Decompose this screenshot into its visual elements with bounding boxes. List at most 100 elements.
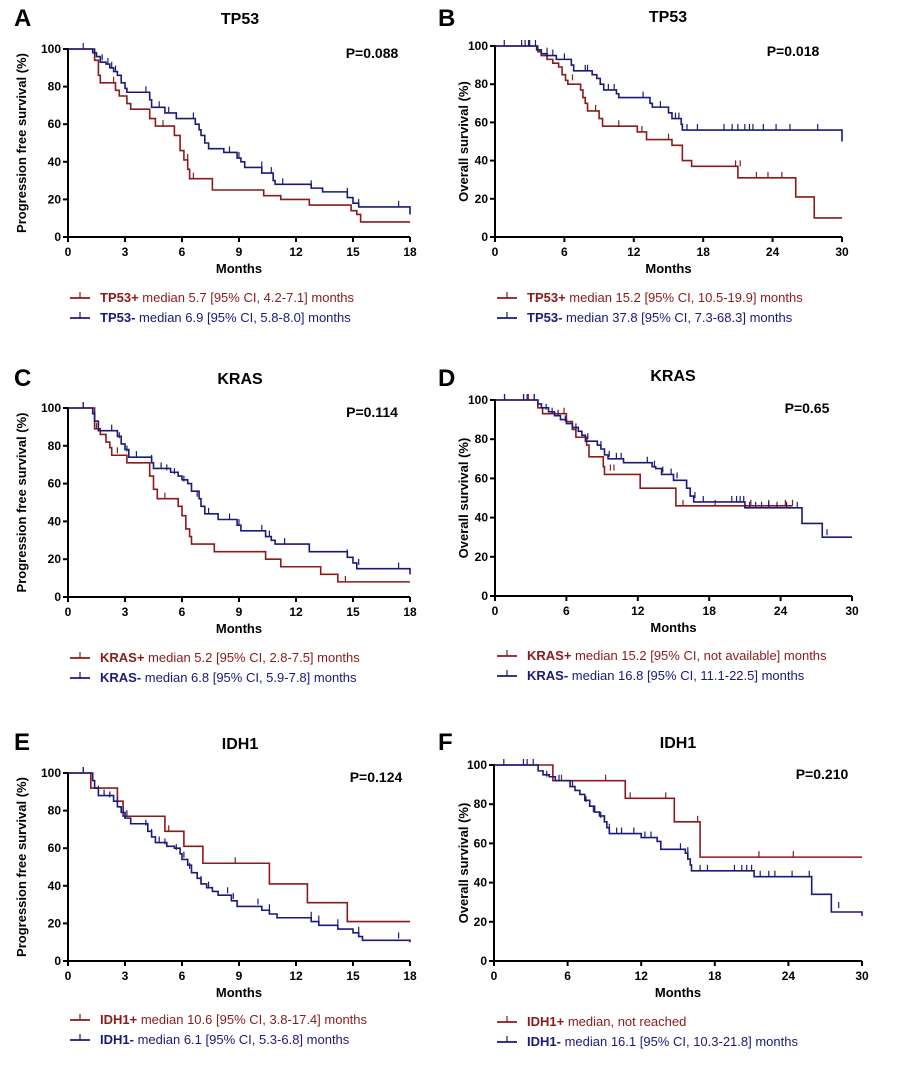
legend-label: KRAS+ median 5.2 [95% CI, 2.8-7.5] month… [100,650,360,665]
panel-b: B TP53 P=0.018 0 20 40 60 80 100 0 6 12 18 24 30 Months… [438,5,849,325]
legend-label: KRAS- median 6.8 [95% CI, 5.9-7.8] month… [100,670,357,685]
y-tick-label: 80 [48,80,62,94]
y-tick-label: 20 [474,915,488,929]
x-tick-label: 0 [65,605,72,619]
x-tick-label: 24 [782,969,796,983]
x-tick-label: 12 [631,604,645,618]
legend-label: TP53- median 6.9 [95% CI, 5.8-8.0] month… [100,310,351,325]
legend-entry: KRAS+ median 5.2 [95% CI, 2.8-7.5] month… [70,650,360,665]
panel-letter: E [14,729,30,756]
legend-label: IDH1- median 16.1 [95% CI, 10.3-21.8] mo… [527,1034,798,1049]
x-tick-label: 6 [563,604,570,618]
x-tick-label: 18 [697,245,711,259]
y-tick-label: 60 [475,115,489,129]
y-axis-label: Progression free survival (%) [14,413,29,593]
legend-median-text: median 5.7 [95% CI, 4.2-7.1] months [139,290,355,305]
x-tick-label: 12 [289,605,303,619]
chart-title: TP53 [649,9,687,26]
y-tick-label: 100 [468,393,488,407]
legend-group-name: TP53- [100,310,135,325]
p-value-annotation: P=0.210 [796,766,849,782]
survival-curve-idh1-negative [494,764,863,916]
x-tick-label: 15 [346,605,360,619]
y-tick-label: 100 [467,758,487,772]
legend-group-name: TP53+ [100,290,139,305]
y-tick-label: 20 [475,192,489,206]
y-tick-label: 80 [475,432,489,446]
legend-median-text: median 6.9 [95% CI, 5.8-8.0] months [135,310,351,325]
survival-curve-kras-negative [68,407,411,575]
x-tick-label: 0 [65,969,72,983]
x-tick-label: 15 [346,969,360,983]
y-tick-label: 40 [475,511,489,525]
panel-d: D KRAS P=0.65 0 20 40 60 80 100 0 6 12 18 24 30 Months O… [438,365,859,683]
legend-label: IDH1+ median 10.6 [95% CI, 3.8-17.4] mon… [100,1012,368,1027]
x-tick-label: 18 [403,245,417,259]
y-tick-label: 100 [468,39,488,53]
legend-entry: IDH1+ median, not reached [497,1014,686,1029]
panel-letter: D [438,365,455,392]
y-tick-label: 40 [48,514,62,528]
legend-group-name: IDH1- [527,1034,561,1049]
x-axis-label: Months [216,261,262,276]
y-tick-label: 100 [41,766,61,780]
y-axis-label: Overall survival (%) [456,803,471,924]
y-tick-label: 100 [41,42,61,56]
legend-entry: TP53+ median 15.2 [95% CI, 10.5-19.9] mo… [497,290,803,305]
y-tick-label: 60 [474,836,488,850]
chart-title: KRAS [650,368,696,385]
legend-group-name: KRAS- [527,668,568,683]
legend-median-text: median, not reached [564,1014,686,1029]
legend-median-text: median 10.6 [95% CI, 3.8-17.4] months [137,1012,367,1027]
x-tick-label: 6 [179,605,186,619]
legend-median-text: median 16.1 [95% CI, 10.3-21.8] months [561,1034,799,1049]
y-tick-label: 60 [48,841,62,855]
legend-entry: IDH1- median 16.1 [95% CI, 10.3-21.8] mo… [497,1034,798,1049]
legend-group-name: KRAS- [100,670,141,685]
x-tick-label: 12 [635,969,649,983]
legend-entry: KRAS+ median 15.2 [95% CI, not available… [497,648,827,663]
chart-title: IDH1 [222,736,259,753]
x-tick-label: 6 [179,969,186,983]
x-tick-label: 3 [122,969,129,983]
y-tick-label: 40 [48,155,62,169]
survival-curve-kras-negative [495,399,852,538]
legend-median-text: median 15.2 [95% CI, not available] mont… [571,648,827,663]
y-tick-label: 20 [48,916,62,930]
y-tick-label: 60 [48,117,62,131]
legend-group-name: KRAS+ [100,650,145,665]
x-axis-label: Months [216,621,262,636]
x-tick-label: 18 [403,969,417,983]
legend-entry: KRAS- median 16.8 [95% CI, 11.1-22.5] mo… [497,668,805,683]
y-tick-label: 80 [474,797,488,811]
survival-curve-idh1-negative [68,772,411,943]
x-tick-label: 6 [561,245,568,259]
y-tick-label: 80 [475,77,489,91]
x-tick-label: 30 [845,604,859,618]
legend-label: TP53- median 37.8 [95% CI, 7.3-68.3] mon… [527,310,793,325]
legend-entry: IDH1+ median 10.6 [95% CI, 3.8-17.4] mon… [70,1012,368,1027]
x-tick-label: 12 [289,969,303,983]
legend-label: KRAS+ median 15.2 [95% CI, not available… [527,648,827,663]
y-tick-label: 0 [54,590,61,604]
legend-median-text: median 5.2 [95% CI, 2.8-7.5] months [144,650,360,665]
y-tick-label: 40 [48,879,62,893]
legend-entry: KRAS- median 6.8 [95% CI, 5.9-7.8] month… [70,670,357,685]
panel-f: F IDH1 P=0.210 0 20 40 60 80 100 0 6 12 18 24 30 Months… [438,729,869,1049]
x-axis-label: Months [655,985,701,1000]
panel-letter: A [14,5,31,32]
x-tick-label: 12 [289,245,303,259]
panel-c: C KRAS P=0.114 0 20 40 60 80 100 0 3 6 9 12 15 18 Months… [14,365,417,685]
chart-title: KRAS [217,371,263,388]
survival-curve-kras-positive [68,407,410,583]
y-tick-label: 20 [48,192,62,206]
legend-label: IDH1+ median, not reached [527,1014,686,1029]
x-tick-label: 0 [65,245,72,259]
y-tick-label: 0 [54,230,61,244]
x-tick-label: 6 [179,245,186,259]
legend-label: KRAS- median 16.8 [95% CI, 11.1-22.5] mo… [527,668,805,683]
y-axis-label: Overall survival (%) [456,438,471,559]
legend-label: IDH1- median 6.1 [95% CI, 5.3-6.8] month… [100,1032,350,1047]
panel-e: E IDH1 P=0.124 0 20 40 60 80 100 0 3 6 9 12 15 18 Months… [14,729,417,1047]
legend-median-text: median 6.8 [95% CI, 5.9-7.8] months [141,670,357,685]
